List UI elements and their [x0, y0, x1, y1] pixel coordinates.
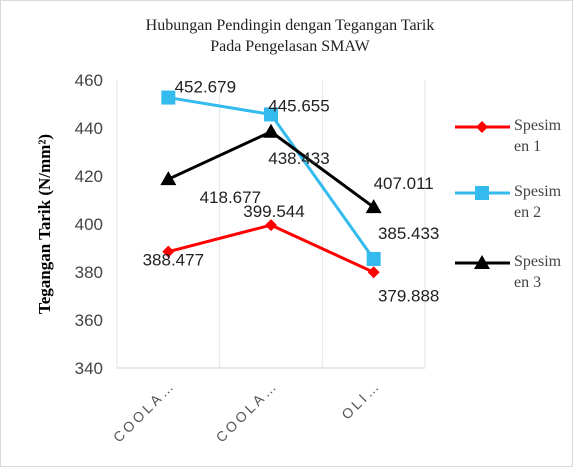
legend-label: Spesimen 3: [514, 253, 562, 291]
marker: [476, 121, 488, 133]
marker: [365, 199, 382, 214]
legend-label: Spesimen 2: [514, 183, 562, 221]
data-label: 407.011: [374, 174, 434, 193]
legend-label: Spesimen 1: [514, 117, 562, 155]
data-label: 379.888: [378, 286, 439, 305]
y-tick-label: 400: [75, 215, 103, 234]
marker: [475, 186, 489, 200]
y-tick-label: 420: [75, 167, 103, 186]
data-label: 445.655: [268, 96, 329, 115]
y-tick-label: 460: [75, 71, 103, 90]
y-axis-label: Tegangan Tarik (N/mm²): [35, 134, 54, 314]
marker: [263, 123, 279, 138]
marker: [474, 255, 490, 269]
data-label: 452.679: [175, 78, 236, 97]
data-label: 399.544: [243, 202, 304, 221]
marker: [366, 251, 381, 266]
data-label: 388.477: [143, 251, 204, 270]
y-tick-label: 380: [75, 263, 103, 282]
y-tick-label: 360: [75, 311, 103, 330]
data-label: 418.677: [200, 188, 261, 207]
chart-title: Hubungan Pendingin dengan Tegangan Tarik: [146, 17, 435, 34]
marker: [264, 107, 278, 122]
marker: [367, 266, 380, 279]
marker: [265, 219, 277, 232]
marker: [162, 245, 175, 258]
data-label: 438.433: [268, 149, 329, 168]
chart-subtitle: Pada Pengelasan SMAW: [210, 38, 370, 55]
y-tick-label: 440: [75, 119, 103, 138]
y-tick-label: 340: [75, 359, 103, 378]
marker: [161, 90, 176, 105]
marker: [160, 171, 177, 186]
data-label: 385.433: [378, 224, 439, 243]
